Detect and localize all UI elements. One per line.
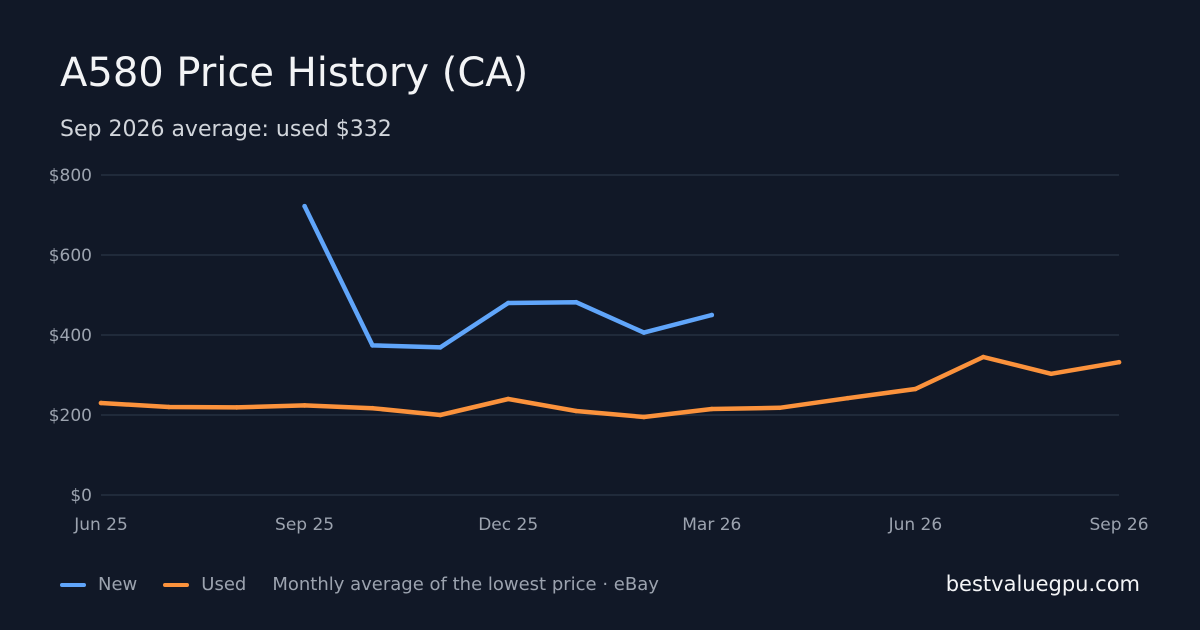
legend-item-new: New — [60, 574, 137, 595]
legend: New Used Monthly average of the lowest p… — [60, 574, 659, 595]
site-name: bestvaluegpu.com — [945, 572, 1140, 596]
data-point-new — [573, 299, 579, 305]
legend-swatch-new — [60, 582, 86, 587]
data-point-new — [438, 345, 443, 350]
data-point-used — [370, 405, 375, 411]
data-point-used — [845, 395, 850, 401]
y-tick-label: $600 — [49, 246, 92, 266]
data-point-used — [1048, 371, 1054, 377]
series-line-new — [302, 203, 715, 350]
chart-title: A580 Price History (CA) — [60, 50, 529, 96]
x-tick-label: Sep 25 — [275, 515, 334, 535]
series-lines — [98, 203, 1122, 420]
data-point-new — [302, 203, 307, 209]
y-axis-ticks: $0 $200 $400 $600 $800 — [49, 166, 92, 506]
y-tick-label: $200 — [49, 406, 92, 426]
data-point-used — [438, 412, 443, 418]
data-point-used — [98, 400, 104, 406]
data-point-used — [777, 405, 782, 411]
legend-label-new: New — [98, 574, 138, 595]
data-point-used — [980, 354, 986, 360]
data-point-used — [573, 408, 579, 414]
data-point-used — [1116, 359, 1122, 365]
y-tick-label: $0 — [70, 486, 92, 506]
y-tick-label: $800 — [49, 166, 92, 186]
data-point-used — [234, 405, 240, 410]
data-point-used — [913, 386, 918, 392]
data-point-new — [641, 330, 647, 335]
legend-item-used: Used — [163, 574, 246, 595]
legend-label-used: Used — [201, 574, 247, 595]
grid-lines — [101, 174, 1119, 496]
data-point-used — [166, 404, 172, 410]
legend-note: Monthly average of the lowest price · eB… — [272, 574, 659, 595]
chart-subtitle: Sep 2026 average: used $332 — [60, 117, 392, 142]
x-tick-label: Mar 26 — [682, 515, 741, 535]
data-point-used — [302, 403, 307, 408]
x-tick-label: Jun 26 — [888, 515, 943, 535]
series-line-used — [98, 354, 1122, 420]
data-point-used — [709, 406, 715, 412]
y-tick-label: $400 — [49, 326, 92, 346]
data-point-new — [505, 300, 511, 306]
x-tick-label: Dec 25 — [478, 515, 538, 535]
data-point-new — [709, 312, 715, 318]
legend-swatch-used — [163, 582, 190, 587]
data-point-used — [505, 396, 511, 402]
x-axis-ticks: Jun 25 Sep 25 Dec 25 Mar 26 Jun 26 Sep 26 — [73, 515, 1148, 535]
data-point-used — [641, 414, 647, 420]
x-tick-label: Sep 26 — [1089, 515, 1148, 535]
price-chart: $0 $200 $400 $600 $800 Jun 25 Sep 25 Dec 25 Mar… — [49, 166, 1149, 535]
data-point-new — [370, 343, 375, 348]
x-tick-label: Jun 25 — [73, 515, 128, 535]
